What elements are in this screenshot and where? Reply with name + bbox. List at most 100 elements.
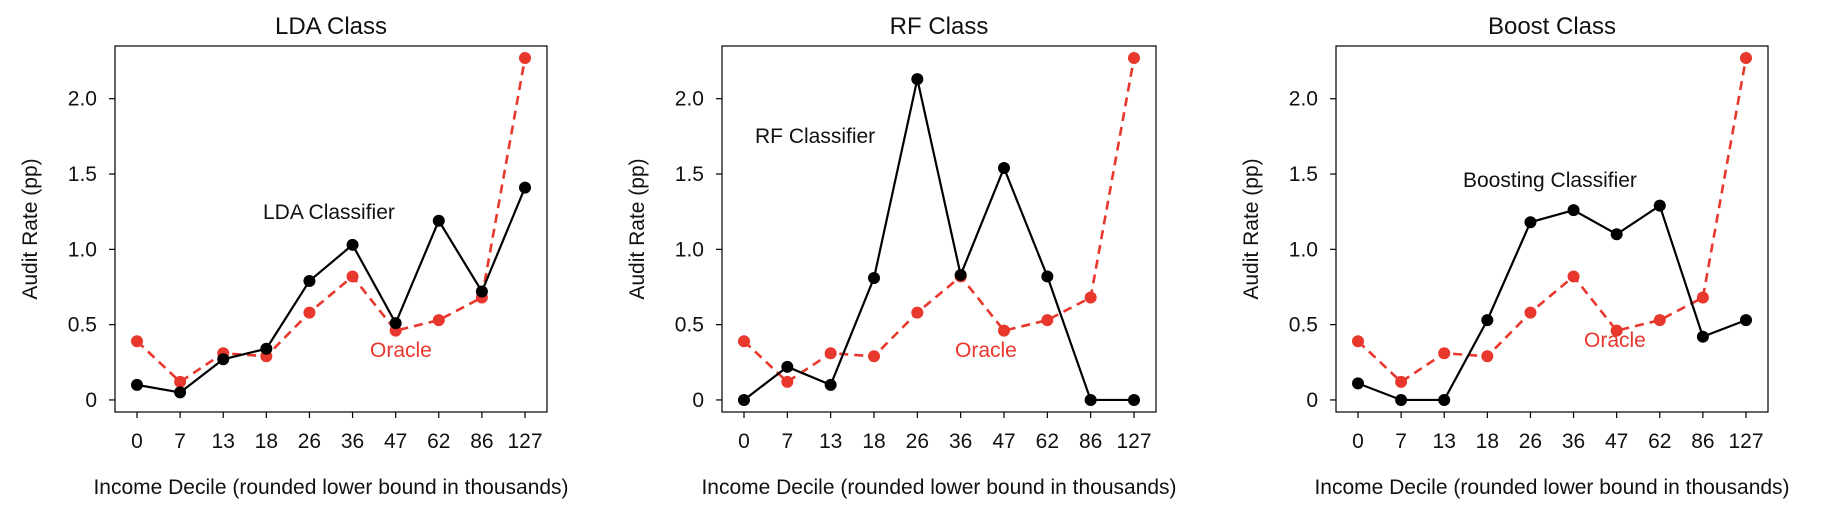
x-tick-label: 86 (1691, 430, 1714, 453)
data-point-oracle (1041, 314, 1054, 327)
x-tick-label: 36 (1562, 430, 1585, 453)
data-point-classifier (1524, 216, 1537, 229)
x-tick-label: 0 (738, 430, 750, 453)
data-point-classifier (954, 268, 967, 281)
x-tick-label: 18 (1476, 430, 1499, 453)
x-tick-label: 7 (174, 430, 186, 453)
data-point-classifier (1352, 377, 1364, 390)
chart-panel-2: RF Class 0 0.5 1.0 1.5 2.0 Audit Rate (pp) 0 7 13… (626, 13, 1177, 499)
x-tick-label: 26 (298, 430, 321, 453)
data-point-oracle (1352, 335, 1364, 348)
y-tick-label: 1.5 (1289, 163, 1318, 186)
x-tick-label: 7 (781, 430, 793, 453)
data-point-classifier (1567, 204, 1580, 217)
data-point-classifier (1610, 228, 1623, 241)
data-point-oracle (519, 52, 531, 65)
data-point-oracle (1567, 270, 1580, 283)
data-point-oracle (1696, 291, 1709, 304)
data-point-oracle (1740, 52, 1752, 65)
data-point-classifier (738, 393, 750, 406)
data-point-oracle (1524, 306, 1537, 319)
y-tick-label: 2.0 (675, 88, 704, 111)
data-point-oracle (824, 347, 837, 360)
data-point-classifier (1696, 330, 1709, 343)
y-tick-label: 0.5 (68, 314, 97, 337)
data-point-classifier (1740, 314, 1752, 327)
x-tick-label: 86 (470, 430, 493, 453)
data-point-oracle (346, 270, 359, 283)
y-tick-label: 0 (1306, 389, 1318, 412)
x-tick-label: 36 (341, 430, 364, 453)
series-label-oracle: Oracle (1584, 329, 1646, 352)
data-point-classifier (1041, 270, 1054, 283)
series-label-classifier: RF Classifier (755, 125, 875, 148)
plot-frame (114, 45, 548, 413)
data-point-oracle (738, 335, 750, 348)
x-tick-label: 7 (1395, 430, 1407, 453)
x-tick-label: 86 (1079, 430, 1102, 453)
y-tick-label: 1.0 (1289, 238, 1318, 261)
x-tick-label: 62 (1036, 430, 1059, 453)
data-point-oracle (998, 324, 1010, 337)
y-axis-title: Audit Rate (pp) (1240, 158, 1263, 299)
x-tick-label: 13 (212, 430, 235, 453)
x-tick-label: 0 (1352, 430, 1364, 453)
x-tick-label: 13 (819, 430, 842, 453)
x-tick-label: 47 (992, 430, 1015, 453)
y-tick-label: 1.0 (675, 238, 704, 261)
plot-frame (721, 45, 1157, 413)
series-line-oracle (1357, 57, 1748, 384)
x-tick-label: 26 (1519, 430, 1542, 453)
x-tick-label: 26 (906, 430, 929, 453)
series-line-oracle (136, 57, 527, 384)
y-tick-label: 2.0 (1289, 88, 1318, 111)
x-tick-label: 13 (1433, 430, 1456, 453)
x-tick-label: 18 (862, 430, 885, 453)
data-point-classifier (519, 181, 531, 194)
chart-panel-3: Boost Class 0 0.5 1.0 1.5 2.0 Audit Rate (pp) 0… (1240, 13, 1790, 499)
data-point-oracle (432, 314, 445, 327)
data-point-classifier (868, 271, 880, 284)
data-point-classifier (1128, 393, 1140, 406)
data-point-classifier (217, 353, 230, 366)
series-line-classifier (136, 187, 527, 394)
data-point-oracle (1610, 324, 1623, 337)
data-point-classifier (998, 162, 1010, 174)
data-point-classifier (432, 214, 445, 227)
data-point-oracle (1481, 350, 1494, 363)
x-axis-title: Income Decile (rounded lower bound in th… (1314, 476, 1789, 499)
y-tick-label: 1.0 (68, 238, 97, 261)
x-tick-label: 127 (507, 430, 542, 453)
chart-panel-1: LDA Class 0 0.5 1.0 1.5 2.0 Audit Rate (pp) 0 7 1… (19, 13, 569, 499)
data-point-classifier (1395, 393, 1408, 406)
y-axis-title: Audit Rate (pp) (626, 158, 649, 299)
data-point-classifier (824, 378, 837, 391)
data-point-classifier (260, 342, 273, 355)
y-tick-label: 1.5 (68, 163, 97, 186)
series-label-oracle: Oracle (955, 339, 1017, 362)
y-tick-label: 0.5 (1289, 314, 1318, 337)
series-line-oracle (743, 57, 1136, 384)
x-tick-label: 62 (427, 430, 450, 453)
x-tick-label: 47 (1605, 430, 1628, 453)
x-tick-label: 36 (949, 430, 972, 453)
data-point-classifier (1438, 393, 1451, 406)
x-tick-label: 47 (384, 430, 407, 453)
data-point-oracle (1395, 375, 1408, 388)
x-tick-label: 0 (131, 430, 143, 453)
x-tick-label: 18 (255, 430, 278, 453)
x-axis-title: Income Decile (rounded lower bound in th… (93, 476, 568, 499)
plot-frame (1335, 45, 1769, 413)
data-point-oracle (1438, 347, 1451, 360)
data-point-classifier (475, 285, 488, 298)
series-line-classifier (1357, 203, 1747, 402)
y-axis-title: Audit Rate (pp) (19, 158, 42, 299)
y-tick-label: 2.0 (68, 88, 97, 111)
series-label-classifier: LDA Classifier (263, 201, 395, 224)
data-point-classifier (174, 386, 187, 399)
plot-title: LDA Class (275, 13, 387, 40)
plot-title: RF Class (890, 13, 989, 40)
data-point-oracle (911, 306, 924, 319)
data-point-classifier (389, 317, 402, 330)
data-point-oracle (1084, 291, 1097, 304)
